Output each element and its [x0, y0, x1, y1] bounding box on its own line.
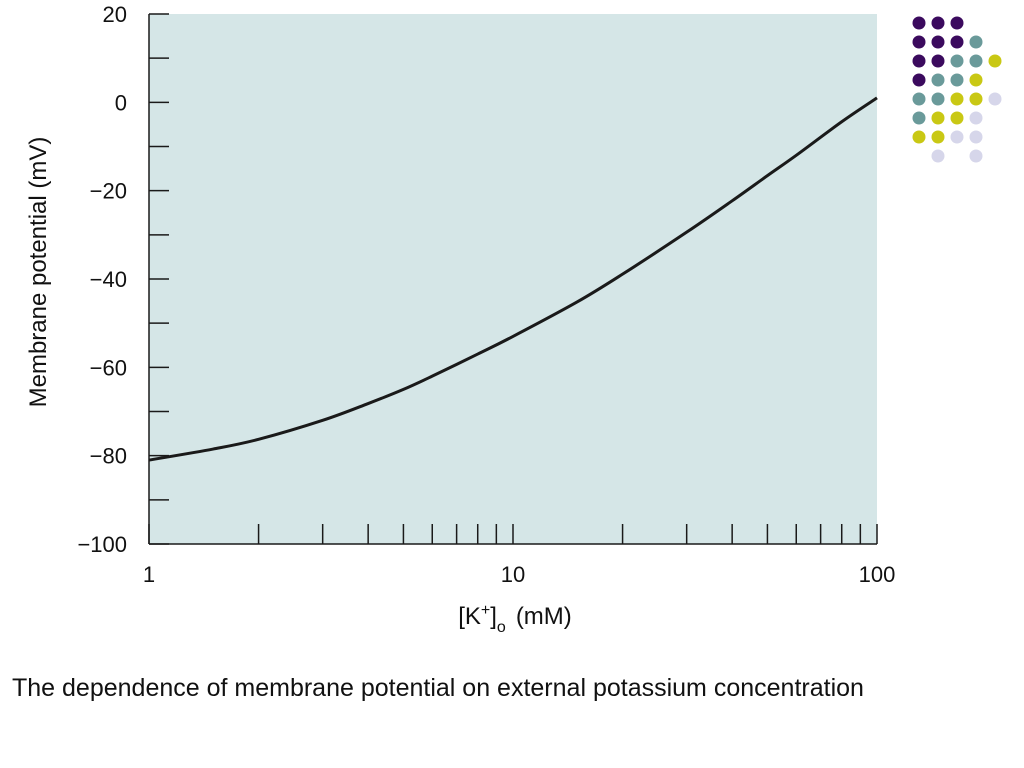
decorative-dot: [931, 111, 945, 125]
decorative-dot: [969, 130, 983, 144]
decorative-dot: [969, 73, 983, 87]
decorative-dot: [912, 111, 926, 125]
x-axis-title-prefix: [K: [458, 603, 481, 630]
decorative-dot: [950, 54, 964, 68]
decorative-dot: [912, 92, 926, 106]
x-axis-title-superscript: +: [481, 602, 490, 619]
y-tick-label: −20: [90, 179, 127, 204]
x-axis-title-close: ]: [490, 603, 497, 630]
decorative-dot: [931, 73, 945, 87]
decorative-dot: [912, 16, 926, 30]
x-tick-label: 1: [143, 562, 155, 587]
decorative-dot: [950, 92, 964, 106]
decorative-dot: [988, 54, 1002, 68]
plot-background: [149, 14, 877, 544]
decorative-dot: [969, 35, 983, 49]
y-tick-label: 20: [103, 2, 127, 27]
decorative-dot: [931, 54, 945, 68]
figure-caption: The dependence of membrane potential on …: [12, 674, 864, 702]
y-tick-label: −60: [90, 355, 127, 380]
decorative-dot: [988, 92, 1002, 106]
decorative-dot: [950, 16, 964, 30]
x-tick-label: 10: [501, 562, 525, 587]
series-line: [148, 96, 878, 462]
decorative-dot: [931, 16, 945, 30]
x-tick-label: 100: [859, 562, 896, 587]
chart: 20 0 −20 −40 −60 −80 −100 1 10 100 Membrane pote…: [25, 2, 895, 636]
decorative-dot: [912, 54, 926, 68]
y-axis-title: Membrane potential (mV): [25, 137, 52, 408]
decorative-dot: [931, 149, 945, 163]
decorative-dot-grid: [912, 16, 1002, 163]
decorative-dot: [912, 73, 926, 87]
decorative-dot: [969, 54, 983, 68]
decorative-dot: [931, 35, 945, 49]
x-axis-title-unit: (mM): [516, 603, 572, 630]
y-tick-label: −40: [90, 267, 127, 292]
y-tick-label: 0: [115, 90, 127, 115]
y-tick-label: −100: [77, 532, 127, 557]
decorative-dot: [950, 35, 964, 49]
decorative-dot: [912, 35, 926, 49]
decorative-dot: [969, 92, 983, 106]
decorative-dot: [969, 111, 983, 125]
decorative-dot: [931, 92, 945, 106]
decorative-dot: [969, 149, 983, 163]
decorative-dot: [912, 130, 926, 144]
x-axis-title-subscript: o: [497, 619, 506, 636]
x-ticks: 1 10 100: [143, 524, 895, 587]
y-tick-label: −80: [90, 444, 127, 469]
decorative-dot: [931, 130, 945, 144]
x-axis-title: [K+]o (mM): [458, 602, 572, 636]
decorative-dot: [950, 130, 964, 144]
y-ticks: 20 0 −20 −40 −60 −80 −100: [77, 2, 169, 557]
decorative-dot: [950, 73, 964, 87]
decorative-dot: [950, 111, 964, 125]
